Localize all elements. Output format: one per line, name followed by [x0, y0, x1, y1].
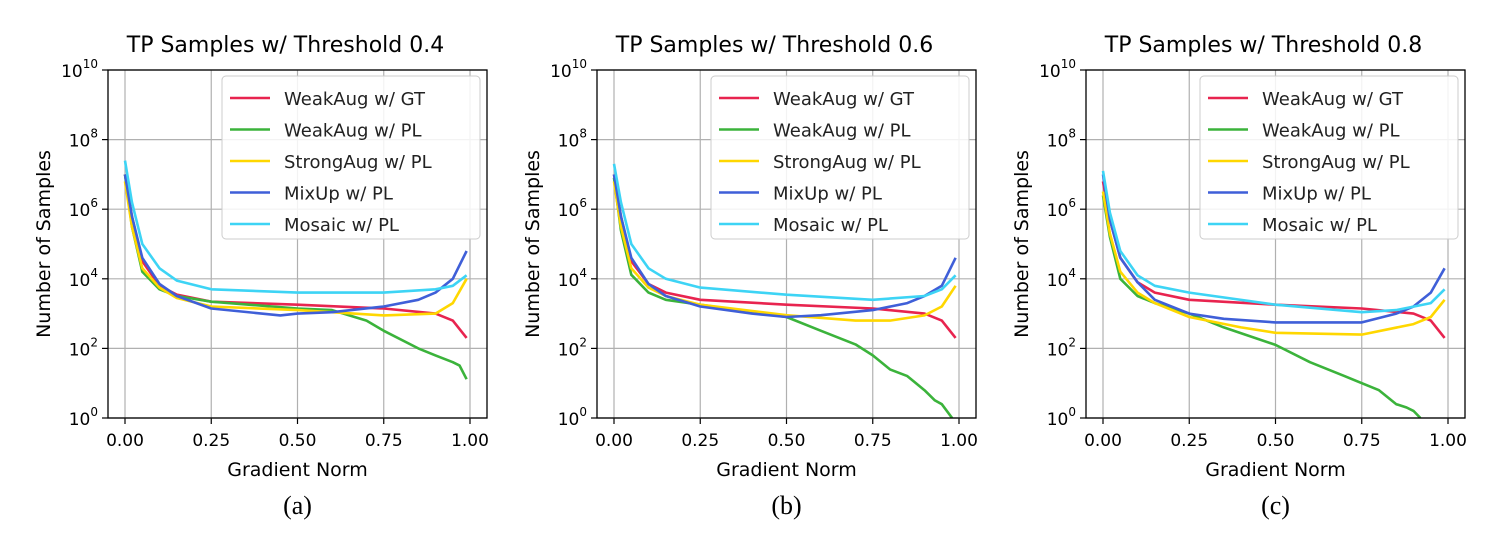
series-line-strongaug-w-pl [612, 181, 957, 322]
legend-box [1199, 75, 1459, 240]
y-tick-label: 108 [1047, 127, 1076, 152]
legend-label: WeakAug w/ PL [284, 121, 422, 142]
y-tick-label: 104 [558, 266, 587, 291]
y-tick-label: 106 [1047, 196, 1076, 221]
y-tick-label: 1010 [1039, 57, 1076, 82]
x-tick-label: 1.00 [451, 431, 489, 451]
axes-frame [1085, 69, 1466, 419]
y-tick-label: 100 [69, 405, 98, 430]
x-axis-label: Gradient Norm [716, 459, 857, 481]
series-line-mixup-w-pl [123, 174, 468, 317]
axes-frame [107, 69, 488, 419]
axes-frame [596, 69, 977, 419]
legend-label: MixUp w/ PL [1262, 184, 1371, 205]
series-line-weakaug-w-pl [612, 177, 954, 418]
legend-label: Mosaic w/ PL [284, 215, 399, 236]
series-group [123, 160, 468, 380]
legend-label: StrongAug w/ PL [1262, 152, 1410, 173]
y-tick-label: 1010 [550, 57, 587, 82]
y-tick-label: 1010 [61, 57, 98, 82]
x-axis-label: Gradient Norm [1205, 459, 1346, 481]
x-tick-label: 0.75 [365, 431, 403, 451]
legend-label: WeakAug w/ GT [773, 89, 915, 110]
legend-label: WeakAug w/ GT [284, 89, 426, 110]
panel-caption: (b) [771, 491, 801, 520]
panel-caption: (c) [1261, 491, 1290, 520]
x-tick-label: 0.50 [768, 431, 806, 451]
x-tick-label: 0.50 [1257, 431, 1295, 451]
chart-title: TP Samples w/ Threshold 0.8 [1104, 33, 1422, 58]
y-axis-label: Number of Samples [522, 150, 544, 338]
x-tick-label: 0.75 [854, 431, 892, 451]
x-tick-label: 0.25 [1170, 431, 1208, 451]
series-line-mosaic-w-pl [1101, 170, 1446, 314]
legend-label: WeakAug w/ PL [773, 121, 911, 142]
x-tick-label: 0.00 [1084, 431, 1122, 451]
series-line-mosaic-w-pl [123, 160, 468, 294]
chart-panel: 0.00 0.25 0.50 0.75 1.00 100 102 104 106 108 1010 W… [522, 33, 978, 520]
x-tick-label: 0.75 [1343, 431, 1381, 451]
series-group [1101, 170, 1446, 418]
y-axis-label: Number of Samples [1011, 150, 1033, 338]
y-tick-label: 104 [1047, 266, 1076, 291]
series-line-strongaug-w-pl [123, 181, 468, 317]
legend-label: StrongAug w/ PL [284, 152, 432, 173]
chart-title: TP Samples w/ Threshold 0.4 [126, 33, 444, 58]
y-tick-label: 100 [558, 405, 587, 430]
series-group [612, 163, 957, 418]
legend-label: WeakAug w/ PL [1262, 121, 1400, 142]
y-axis-label: Number of Samples [33, 150, 55, 338]
chart-title: TP Samples w/ Threshold 0.6 [615, 33, 933, 58]
panel-caption: (a) [283, 491, 312, 520]
chart-panel: 0.00 0.25 0.50 0.75 1.00 100 102 104 106 108 1010 W… [1011, 33, 1467, 520]
y-tick-label: 106 [69, 196, 98, 221]
legend-label: StrongAug w/ PL [773, 152, 921, 173]
legend-label: Mosaic w/ PL [773, 215, 888, 236]
x-tick-label: 0.25 [681, 431, 719, 451]
y-tick-label: 108 [558, 127, 587, 152]
x-tick-label: 0.00 [106, 431, 144, 451]
x-tick-label: 1.00 [940, 431, 978, 451]
legend-label: Mosaic w/ PL [1262, 215, 1377, 236]
y-tick-label: 108 [69, 127, 98, 152]
x-axis-label: Gradient Norm [227, 459, 368, 481]
y-tick-label: 102 [558, 335, 587, 360]
series-line-mosaic-w-pl [612, 163, 957, 302]
x-tick-label: 1.00 [1429, 431, 1467, 451]
legend-label: WeakAug w/ GT [1262, 89, 1404, 110]
y-tick-label: 100 [1047, 405, 1076, 430]
y-tick-label: 104 [69, 266, 98, 291]
y-tick-label: 102 [69, 335, 98, 360]
legend-label: MixUp w/ PL [284, 184, 393, 205]
y-tick-label: 102 [1047, 335, 1076, 360]
series-line-weakaug-w-pl [123, 174, 468, 380]
x-tick-label: 0.00 [595, 431, 633, 451]
legend-box [710, 75, 970, 240]
chart-panel: 0.00 0.25 0.50 0.75 1.00 100 102 104 106 108 1010 W… [33, 33, 489, 520]
y-tick-label: 106 [558, 196, 587, 221]
series-line-strongaug-w-pl [1101, 191, 1446, 336]
x-tick-label: 0.25 [192, 431, 230, 451]
legend-box [221, 75, 481, 240]
series-line-weakaug-w-pl [1101, 195, 1422, 418]
legend-label: MixUp w/ PL [773, 184, 882, 205]
x-tick-label: 0.50 [279, 431, 317, 451]
